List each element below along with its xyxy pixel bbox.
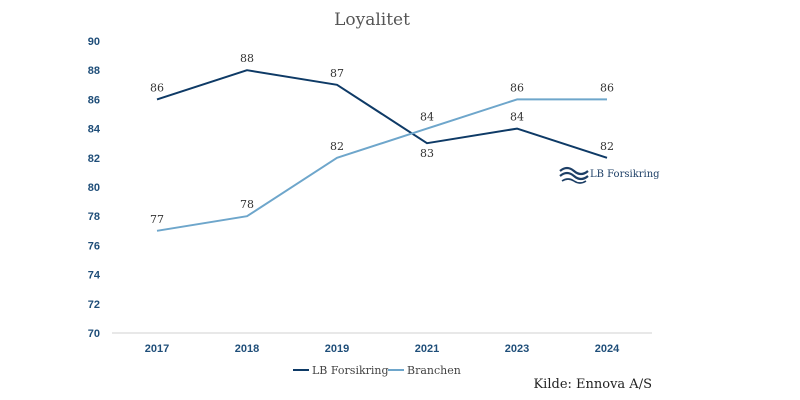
data-label: 82 [600, 140, 614, 153]
series-lines [156, 69, 608, 232]
logo-text: LB Forsikring [590, 169, 660, 180]
lb-forsikring-logo: LB Forsikring [559, 166, 660, 184]
series-line [156, 98, 607, 232]
y-tick-label: 88 [88, 65, 100, 77]
y-tick-label: 84 [88, 124, 101, 136]
y-tick-label: 82 [88, 153, 100, 165]
y-axis: 70 72 74 76 78 80 82 84 86 88 90 [88, 36, 101, 340]
data-label: 86 [150, 81, 164, 94]
x-tick-label: 2024 [595, 343, 620, 355]
wave-logo-icon [559, 166, 589, 184]
x-tick-label: 2019 [325, 343, 349, 355]
x-tick-label: 2023 [505, 343, 529, 355]
data-label: 84 [420, 111, 434, 124]
x-axis: 2017 2018 2019 2021 2023 2024 [112, 332, 652, 355]
y-tick-label: 76 [88, 240, 100, 252]
y-tick-label: 78 [88, 211, 100, 223]
legend: LB Forsikring Branchen [293, 364, 461, 377]
data-label: 82 [330, 140, 344, 153]
x-tick-label: 2018 [235, 343, 259, 355]
legend-label: Branchen [407, 364, 461, 377]
data-label: 83 [420, 147, 434, 160]
chart-title: Loyalitet [334, 10, 410, 30]
data-label: 86 [600, 81, 614, 94]
data-label: 77 [150, 213, 164, 226]
data-label: 88 [240, 52, 254, 65]
y-tick-label: 70 [88, 328, 100, 340]
legend-label: LB Forsikring [312, 364, 389, 377]
data-label: 84 [510, 111, 524, 124]
data-label: 86 [510, 81, 524, 94]
data-label: 78 [240, 198, 254, 211]
data-label: 87 [330, 67, 344, 80]
y-tick-label: 90 [88, 36, 100, 48]
y-tick-label: 74 [88, 270, 101, 282]
data-labels: 86 88 87 83 84 82 77 78 82 84 86 86 [150, 52, 614, 226]
source-note: Kilde: Ennova A/S [533, 377, 652, 392]
y-tick-label: 80 [88, 182, 100, 194]
y-tick-label: 86 [88, 94, 100, 106]
x-tick-label: 2017 [145, 343, 169, 355]
y-tick-label: 72 [88, 299, 100, 311]
series-line [156, 69, 608, 159]
x-tick-label: 2021 [415, 343, 439, 355]
